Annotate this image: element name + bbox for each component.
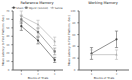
svg-text:2: 2 (116, 73, 118, 76)
svg-text:70: 70 (8, 10, 10, 13)
svg-text:Reference Memory: Reference Memory (21, 1, 54, 5)
svg-text:100: 100 (71, 10, 76, 13)
svg-text:50: 50 (8, 27, 10, 30)
svg-text:20: 20 (8, 52, 10, 55)
svg-text:MgCl2 (1mmol): MgCl2 (1mmol) (29, 7, 48, 10)
svg-text:Blocks of Trials: Blocks of Trials (28, 76, 49, 80)
svg-text:30: 30 (8, 44, 10, 47)
svg-text:10: 10 (8, 60, 10, 63)
svg-text:0: 0 (8, 69, 10, 72)
svg-text:20: 20 (72, 57, 76, 60)
svg-text:Saline: Saline (55, 7, 63, 10)
svg-text:0: 0 (74, 69, 76, 72)
svg-text:Sham: Sham (16, 7, 24, 10)
svg-text:1: 1 (91, 73, 93, 76)
svg-text:1: 1 (21, 73, 23, 76)
svg-text:40: 40 (72, 45, 76, 48)
svg-text:60: 60 (72, 34, 76, 37)
svg-text:Mean Latency to Find Platform: Mean Latency to Find Platform (Sec) (67, 15, 71, 66)
svg-text:40: 40 (8, 35, 10, 38)
svg-text:2: 2 (37, 73, 39, 77)
svg-text:80: 80 (72, 22, 76, 25)
svg-text:Blocks of Trials: Blocks of Trials (94, 76, 115, 80)
svg-text:Working Memory: Working Memory (88, 1, 118, 5)
svg-text:60: 60 (8, 18, 10, 21)
svg-text:3: 3 (54, 73, 56, 76)
